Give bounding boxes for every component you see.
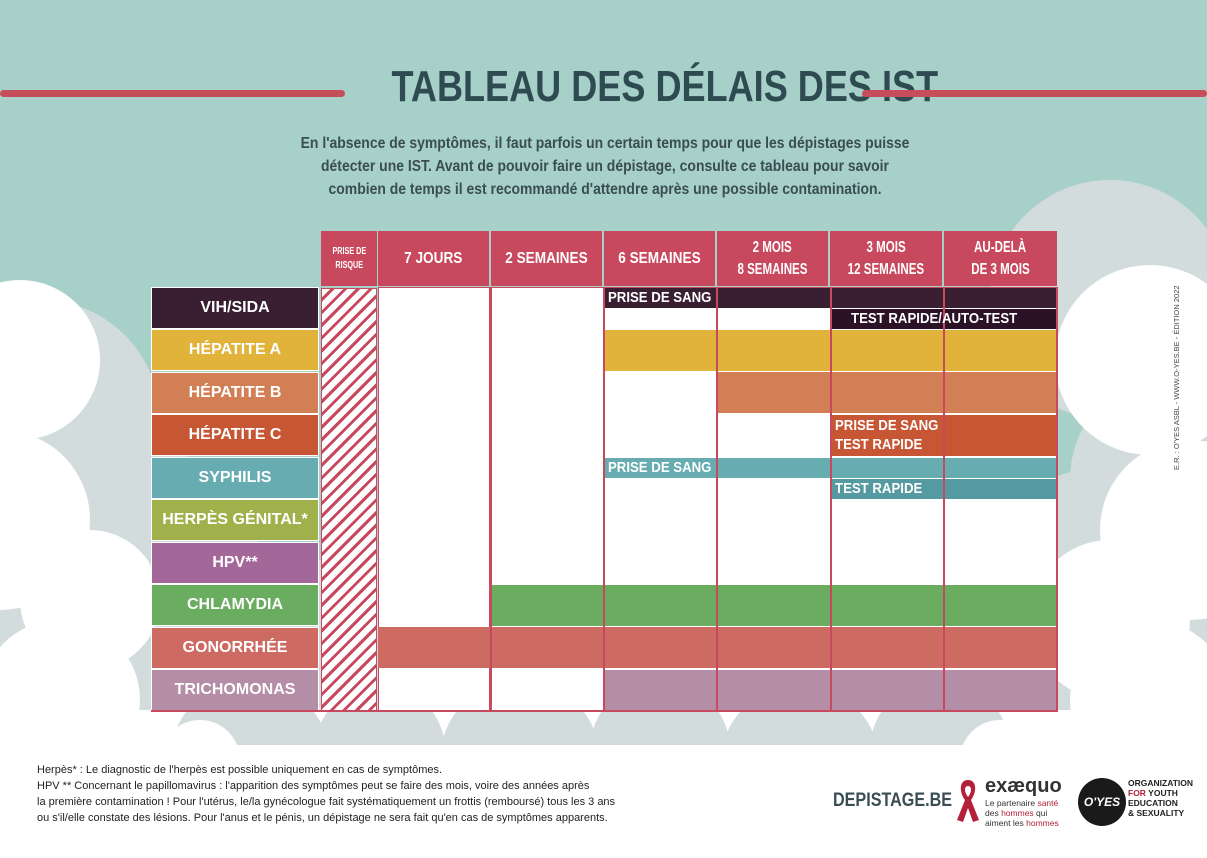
logo-oyes[interactable]: O'YES xyxy=(1078,778,1126,826)
exaequo-tag-highlight: santé xyxy=(1037,798,1059,808)
header-col-sublabel: 8 SEMAINES xyxy=(737,260,808,278)
column-divider xyxy=(490,287,492,711)
hepatite-c-label-1: PRISE DE SANG xyxy=(835,417,939,434)
editor-credit: E.R. : O'YES ASBL - WWW.O-YES.BE - ÉDITI… xyxy=(1172,285,1181,470)
row-label-herpes: HERPÈS GÉNITAL* xyxy=(151,499,319,541)
column-divider xyxy=(716,287,718,711)
header-risk-line-2: RISQUE xyxy=(335,259,363,271)
column-divider xyxy=(943,287,945,711)
row-label-hepatite-b: HÉPATITE B xyxy=(151,372,319,414)
hepatite-c-label-2: TEST RAPIDE xyxy=(835,436,923,453)
footnotes: Herpès* : Le diagnostic de l'herpès est … xyxy=(37,762,737,826)
syphilis-rapid-label: TEST RAPIDE xyxy=(835,480,923,497)
row-label-hpv: HPV** xyxy=(151,542,319,584)
oyes-org-line: ORGANIZATION xyxy=(1128,778,1194,788)
ribbon-icon xyxy=(957,780,979,822)
exaequo-tagline: Le partenaire santé des hommes qui aimen… xyxy=(985,798,1075,828)
row-label-syphilis: SYPHILIS xyxy=(151,457,319,499)
exaequo-tag-text: qui xyxy=(1033,808,1048,818)
header-risk-line-1: PRISE DE xyxy=(332,245,366,257)
footnote-hpv-2: la première contamination ! Pour l'utéru… xyxy=(37,796,616,808)
title-rule-right xyxy=(862,90,1207,97)
header-col-label: AU-DELÀ xyxy=(974,238,1027,256)
header-col-3-mois: 3 MOIS 12 SEMAINES xyxy=(830,231,942,286)
hepatite-b-bar xyxy=(717,372,1057,413)
intro-text: En l'absence de symptômes, il faut parfo… xyxy=(295,132,916,201)
header-risk: PRISE DE RISQUE xyxy=(321,231,377,286)
footnote-herpes: Herpès* : Le diagnostic de l'herpès est … xyxy=(37,764,443,776)
oyes-org-name: ORGANIZATION FOR YOUTH EDUCATION & SEXUA… xyxy=(1128,778,1194,818)
exaequo-tag-text: Le partenaire xyxy=(985,798,1038,808)
footnote-hpv-3: ou s'il/elle constate des lésions. Pour … xyxy=(37,812,608,824)
vih-rapid-label: TEST RAPIDE/AUTO-TEST xyxy=(851,310,1018,327)
header-col-2-semaines: 2 SEMAINES xyxy=(491,231,602,286)
gonorrhee-bar xyxy=(378,627,1057,668)
header-col-label: 6 SEMAINES xyxy=(618,249,701,267)
chlamydia-bar xyxy=(491,585,1057,626)
oyes-org-line: EDUCATION xyxy=(1128,798,1178,808)
column-divider xyxy=(603,287,605,711)
table-right-border xyxy=(1056,287,1058,711)
row-label-gonorrhee: GONORRHÉE xyxy=(151,627,319,669)
table-bottom-border xyxy=(151,710,1058,712)
syphilis-blood-label: PRISE DE SANG xyxy=(608,459,712,476)
exaequo-tag-highlight: hommes xyxy=(1001,808,1034,818)
header-col-label: 7 JOURS xyxy=(404,249,463,267)
column-divider xyxy=(830,287,832,711)
intro-line-3: combien de temps il est recommandé d'att… xyxy=(328,181,882,198)
header-col-au-dela: AU-DELÀ DE 3 MOIS xyxy=(944,231,1057,286)
intro-line-1: En l'absence de symptômes, il faut parfo… xyxy=(300,135,910,152)
page-title: TABLEAU DES DÉLAIS DES IST xyxy=(391,62,939,111)
header-col-6-semaines: 6 SEMAINES xyxy=(604,231,715,286)
oyes-org-line: & SEXUALITY xyxy=(1128,808,1185,818)
header-col-2-mois: 2 MOIS 8 SEMAINES xyxy=(717,231,828,286)
logo-exaequo[interactable]: exæquo xyxy=(985,775,1062,797)
header-col-label: 2 SEMAINES xyxy=(505,249,588,267)
exaequo-tag-text: aiment les xyxy=(985,818,1027,828)
row-label-vih: VIH/SIDA xyxy=(151,287,319,329)
vih-blood-label: PRISE DE SANG xyxy=(608,289,712,306)
risk-hatch-column xyxy=(321,288,377,711)
oyes-org-line: YOUTH xyxy=(1145,788,1178,798)
header-col-7-jours: 7 JOURS xyxy=(378,231,489,286)
title-rule-left xyxy=(0,90,345,97)
intro-line-2: détecter une IST. Avant de pouvoir faire… xyxy=(321,158,889,175)
row-label-hepatite-c: HÉPATITE C xyxy=(151,414,319,456)
row-label-trichomonas: TRICHOMONAS xyxy=(151,669,319,711)
exaequo-tag-text: des xyxy=(985,808,1002,818)
logo-depistage[interactable]: DEPISTAGE.BE xyxy=(833,790,953,811)
header-col-sublabel: DE 3 MOIS xyxy=(971,260,1030,278)
header-col-label: 2 MOIS xyxy=(752,238,793,256)
exaequo-tag-highlight: hommes xyxy=(1026,818,1059,828)
row-label-chlamydia: CHLAMYDIA xyxy=(151,584,319,626)
footnote-hpv-1: HPV ** Concernant le papillomavirus : l'… xyxy=(37,780,590,792)
row-label-hepatite-a: HÉPATITE A xyxy=(151,329,319,371)
oyes-org-highlight: FOR xyxy=(1128,788,1146,798)
header-col-label: 3 MOIS xyxy=(866,238,906,256)
header-col-sublabel: 12 SEMAINES xyxy=(847,260,925,278)
